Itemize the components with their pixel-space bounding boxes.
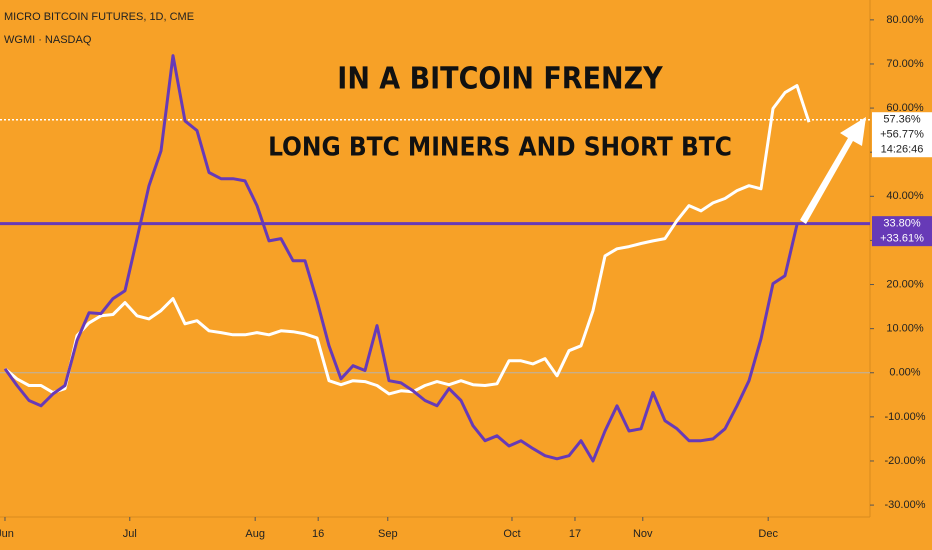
series-line [4,84,811,396]
x-tick-label: Jul [123,528,137,540]
x-tick-label: Sep [378,528,398,540]
y-tick-label: 40.00% [886,190,924,202]
price-label: 57.36% [883,114,921,126]
x-tick-label: Aug [245,528,265,540]
x-tick-label: Dec [758,528,778,540]
price-label: 33.80% [883,218,921,230]
arrow [800,117,866,224]
legend-entry: MICRO BITCOIN FUTURES, 1D, CME [4,11,194,23]
price-label-box [872,112,932,158]
y-tick-label: -30.00% [885,499,926,511]
price-label-box [872,216,932,247]
y-tick-label: 60.00% [886,102,924,114]
series-line [3,54,799,463]
plot [0,54,870,463]
x-tick-label: 16 [312,528,324,540]
y-tick-label: 70.00% [886,58,924,70]
legend-entry: WGMI · NASDAQ [4,34,92,46]
x-tick-label: Nov [633,528,653,540]
y-tick-label: 20.00% [886,278,924,290]
x-tick-label: 17 [569,528,581,540]
price-label: 14:26:46 [881,144,924,156]
x-tick-label: Jun [0,528,14,540]
y-tick-label: -10.00% [885,411,926,423]
y-tick-label: -20.00% [885,455,926,467]
x-tick-label: Oct [503,528,520,540]
annotation: IN A BITCOIN FRENZY [337,62,663,97]
y-tick-label: 0.00% [889,367,920,379]
price-label: +56.77% [880,129,924,141]
annotation: LONG BTC MINERS AND SHORT BTC [268,133,732,163]
y-tick-label: 80.00% [886,14,924,26]
y-tick-label: 10.00% [886,323,924,335]
price-label: +33.61% [880,233,924,245]
